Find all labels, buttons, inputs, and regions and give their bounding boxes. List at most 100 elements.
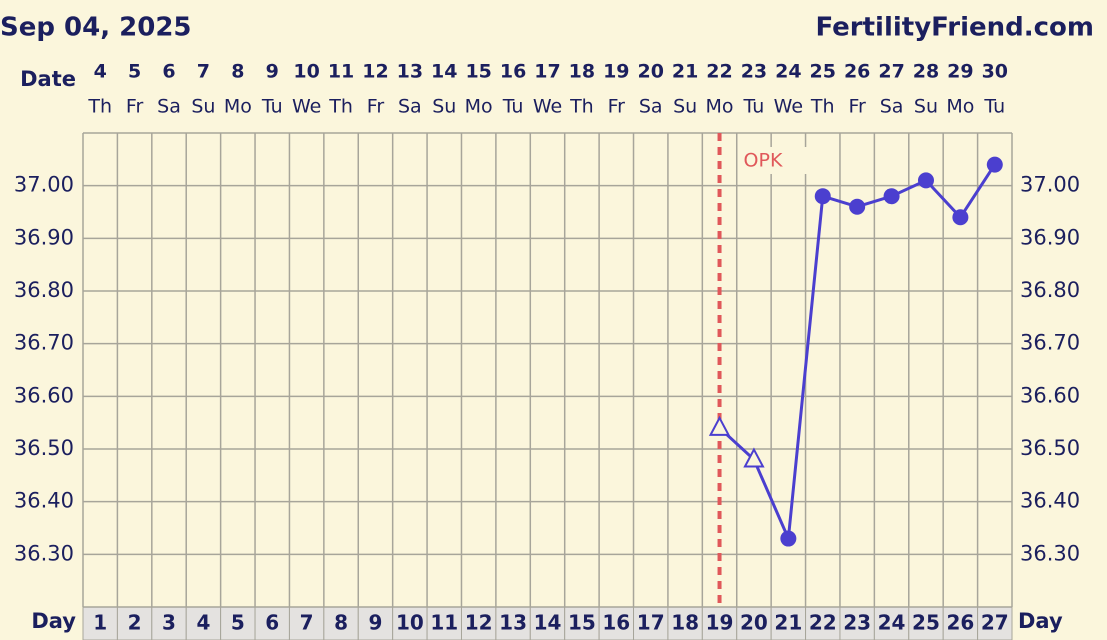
day-number: 16 xyxy=(602,611,630,635)
day-cell xyxy=(701,606,738,640)
day-cell xyxy=(392,606,428,640)
day-number: 3 xyxy=(162,611,176,635)
day-number: 15 xyxy=(568,611,596,635)
y-tick-label: 36.30 xyxy=(14,541,74,565)
y-tick-label-right: 37.00 xyxy=(1020,173,1080,197)
day-number: 12 xyxy=(465,611,493,635)
marker xyxy=(849,198,866,215)
day-cell xyxy=(254,606,290,640)
day-number: 17 xyxy=(637,611,665,635)
date-label: 15 xyxy=(465,61,491,83)
weekday-label: Fr xyxy=(126,96,144,118)
day-number: 4 xyxy=(196,611,210,635)
weekday-label: Tu xyxy=(983,96,1005,118)
y-tick-label: 36.60 xyxy=(14,383,74,407)
date-label: 18 xyxy=(569,61,595,83)
day-cell xyxy=(736,606,772,640)
weekday-label: We xyxy=(533,96,562,118)
date-label: 7 xyxy=(197,61,210,83)
day-number: 6 xyxy=(265,611,279,635)
date-label: 14 xyxy=(431,61,457,83)
weekday-label: Sa xyxy=(880,96,904,118)
day-number: 19 xyxy=(706,611,734,635)
day-cell xyxy=(564,606,600,640)
y-tick-label: 36.50 xyxy=(14,436,74,460)
day-number: 10 xyxy=(396,611,424,635)
date-label: 26 xyxy=(844,61,870,83)
day-number: 27 xyxy=(981,611,1009,635)
y-tick-label: 36.80 xyxy=(14,278,74,302)
marker xyxy=(986,156,1003,173)
chart-title: Sep 04, 2025 xyxy=(0,13,192,43)
annotation-box xyxy=(739,147,808,174)
day-number: 14 xyxy=(534,611,562,635)
weekday-label: Th xyxy=(569,96,594,118)
day-cell xyxy=(529,606,566,640)
weekday-label: Fr xyxy=(367,96,385,118)
day-cell xyxy=(116,606,153,640)
day-number: 7 xyxy=(300,611,314,635)
weekday-label: Th xyxy=(810,96,835,118)
day-cell xyxy=(770,606,807,640)
weekday-label: Fr xyxy=(608,96,626,118)
date-label: 10 xyxy=(293,61,319,83)
weekday-label: Th xyxy=(328,96,353,118)
weekday-label: Fr xyxy=(848,96,866,118)
marker xyxy=(883,188,900,205)
day-number: 13 xyxy=(499,611,527,635)
open-marker xyxy=(708,415,731,436)
marker xyxy=(952,209,969,226)
day-cell xyxy=(185,606,222,640)
y-tick-label-right: 36.90 xyxy=(1020,225,1080,249)
date-label: 8 xyxy=(231,61,244,83)
weekday-label: Mo xyxy=(946,96,974,118)
date-label: Date xyxy=(20,67,76,91)
y-tick-label-right: 36.80 xyxy=(1020,278,1080,302)
day-number: 11 xyxy=(430,611,458,635)
weekday-label: Su xyxy=(191,96,215,118)
date-label: 20 xyxy=(637,61,663,83)
day-number: 1 xyxy=(93,611,107,635)
date-label: 11 xyxy=(328,61,354,83)
y-tick-label-right: 36.50 xyxy=(1020,436,1080,460)
date-label: 19 xyxy=(603,61,629,83)
weekday-label: Mo xyxy=(465,96,493,118)
weekday-label: Sa xyxy=(639,96,663,118)
weekday-label: We xyxy=(774,96,803,118)
day-number: 23 xyxy=(843,611,871,635)
y-tick-label-right: 36.70 xyxy=(1020,331,1080,355)
day-cell xyxy=(82,606,118,640)
day-label-right: Day xyxy=(1018,609,1063,633)
date-label: 5 xyxy=(128,61,141,83)
day-number: 20 xyxy=(740,611,768,635)
y-tick-label-right: 36.30 xyxy=(1020,541,1080,565)
date-label: 12 xyxy=(362,61,388,83)
day-number: 2 xyxy=(128,611,142,635)
day-cell xyxy=(633,606,669,640)
date-label: 25 xyxy=(810,61,836,83)
day-number: 21 xyxy=(774,611,802,635)
y-tick-label-right: 36.60 xyxy=(1020,383,1080,407)
day-cell xyxy=(495,606,531,640)
day-number: 18 xyxy=(671,611,699,635)
date-label: 13 xyxy=(397,61,423,83)
weekday-label: Tu xyxy=(502,96,524,118)
date-label: 22 xyxy=(706,61,732,83)
weekday-label: Tu xyxy=(743,96,765,118)
weekday-label: We xyxy=(292,96,321,118)
weekday-label: Sa xyxy=(157,96,181,118)
date-label: 23 xyxy=(741,61,767,83)
marker xyxy=(780,530,797,547)
day-label: Day xyxy=(31,609,76,633)
y-tick-label-right: 36.40 xyxy=(1020,489,1080,513)
day-number: 9 xyxy=(369,611,383,635)
date-label: 16 xyxy=(500,61,526,83)
annotation-label: OPK xyxy=(744,150,783,172)
day-number: 22 xyxy=(809,611,837,635)
day-number: 25 xyxy=(912,611,940,635)
day-number: 8 xyxy=(334,611,348,635)
day-number: 26 xyxy=(946,611,974,635)
date-label: 30 xyxy=(982,61,1008,83)
